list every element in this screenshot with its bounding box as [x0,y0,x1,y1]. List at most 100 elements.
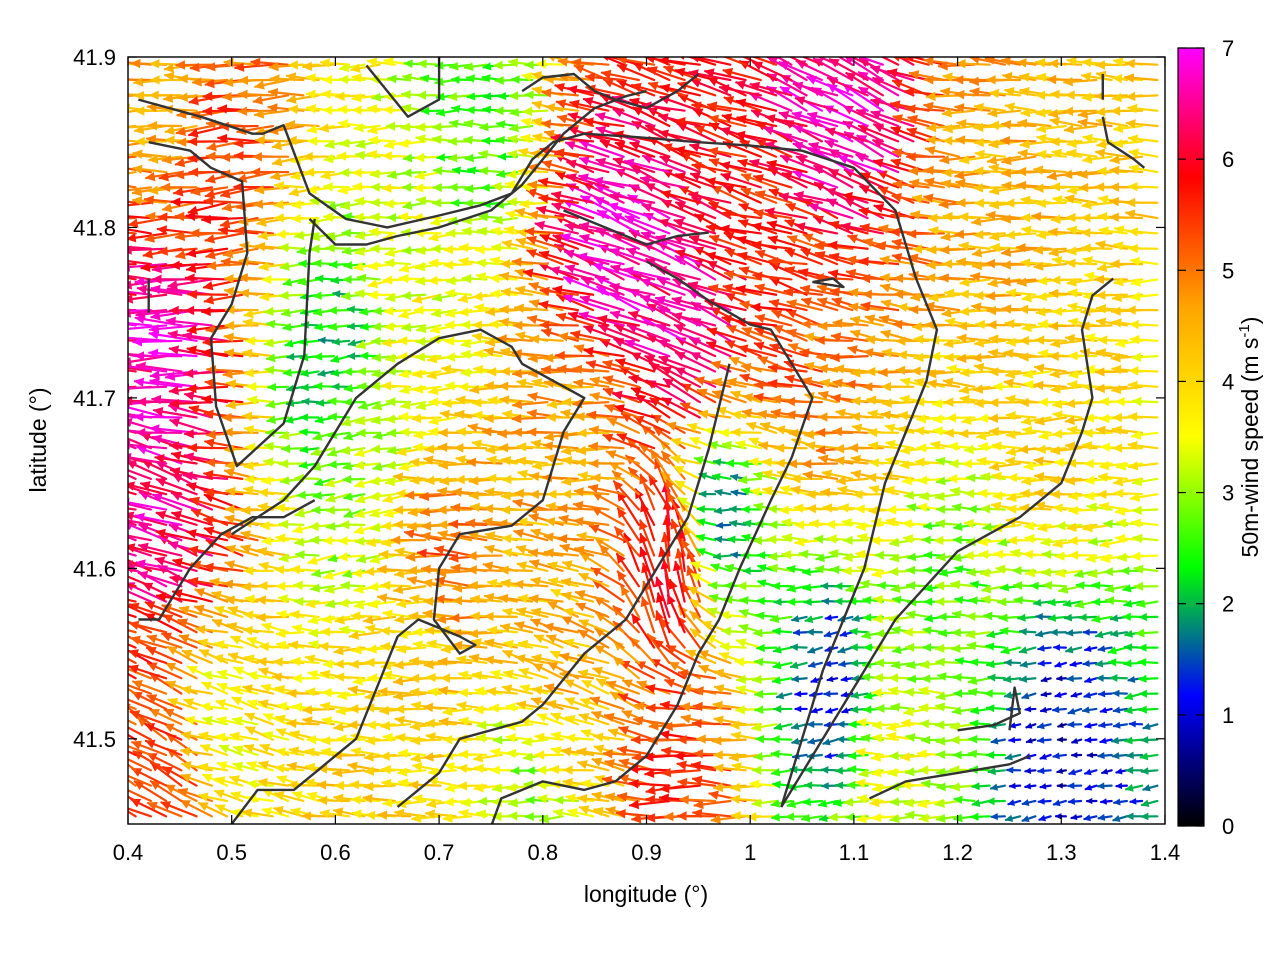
wind-arrow [483,655,518,665]
wind-arrow [806,628,823,636]
wind-arrow [321,716,351,726]
wind-arrow [986,630,1006,639]
wind-arrow [1019,660,1037,668]
y-tick-label: 41.6 [73,556,116,581]
wind-arrow [561,591,595,603]
wind-arrow [1054,661,1067,668]
wind-arrow [754,705,778,715]
wind-arrow [262,730,290,741]
wind-arrow [579,697,610,711]
wind-arrow [676,811,717,821]
wind-arrow [128,643,137,649]
wind-arrow [1139,752,1159,761]
wind-arrow [390,535,427,545]
wind-arrow [246,779,274,789]
wind-arrow [410,735,442,746]
wind-arrow [530,697,564,711]
wind-arrow [1083,814,1098,822]
wind-arrow [427,767,457,777]
wind-arrow [958,212,991,222]
x-tick-label: 0.7 [424,840,455,865]
wind-arrow [1071,737,1083,744]
wind-arrow [1052,799,1067,807]
wind-arrow [543,622,579,634]
wind-arrow [252,94,290,105]
y-tick-label: 41.7 [73,386,116,411]
wind-arrow [336,734,366,744]
wind-arrow [924,301,961,312]
wind-arrow [132,680,168,695]
wind-arrow [896,57,915,66]
wind-arrow [275,728,305,741]
wind-arrow [412,640,442,650]
wind-arrow [874,658,900,668]
wind-arrow [291,702,320,712]
wind-arrow [751,722,778,732]
wind-arrow [198,762,229,773]
wind-arrow [128,140,152,147]
wind-arrow [925,91,961,102]
wind-arrow [128,93,152,97]
wind-arrow [243,744,274,757]
wind-arrow [1057,722,1067,728]
wind-arrow [471,638,503,649]
wind-arrow [991,441,1022,451]
wind-arrow [338,625,366,635]
wind-arrow [380,580,412,591]
wind-arrow [261,274,290,285]
wind-arrow [258,487,290,498]
wind-arrow [511,413,549,424]
wind-arrow [394,614,427,624]
wind-arrow [254,135,290,146]
wind-arrow [564,714,595,726]
wind-arrow [1097,690,1113,698]
wind-arrow [820,766,839,774]
wind-arrow [128,293,168,304]
wind-arrow [685,649,717,665]
wind-arrow [772,645,793,654]
wind-arrow [693,799,732,810]
wind-arrow [661,767,701,778]
wind-arrow [773,722,793,731]
wind-arrow [128,778,137,787]
wind-arrow [128,719,137,726]
colorbar-tick-label: 6 [1222,147,1234,172]
wind-arrow [128,807,152,818]
wind-arrow [187,289,229,300]
wind-arrow [1131,352,1159,362]
wind-arrow [204,378,244,388]
wind-arrow [146,634,183,649]
y-axis-title: latitude (°) [25,387,51,492]
wind-arrow [1018,646,1037,654]
wind-arrow [393,660,427,670]
wind-arrow [823,630,839,638]
wind-arrow [1018,627,1037,636]
y-tick-label: 41.9 [73,45,116,70]
wind-arrow [229,731,259,741]
wind-arrow [1124,736,1144,745]
wind-arrow [128,649,168,665]
wind-arrow [128,704,137,711]
wind-arrow [996,597,1022,607]
wind-arrow [146,801,183,818]
wind-arrow [1111,689,1128,697]
wind-arrow [753,689,778,699]
wind-arrow [692,701,732,712]
wind-arrow [1052,410,1083,420]
wind-arrow [149,780,183,803]
wind-arrow [1111,752,1128,760]
wind-arrow [605,680,640,695]
wind-arrow [1000,646,1022,655]
wind-arrow [1113,123,1144,134]
colorbar-tick-label: 0 [1222,814,1234,839]
wind-arrow [903,627,930,637]
wind-arrow [1099,798,1113,805]
wind-arrow [256,546,290,557]
wind-arrow [1130,518,1159,528]
wind-arrow [565,733,595,743]
wind-arrow [803,597,823,606]
wind-arrow [920,779,945,789]
wind-arrow [822,738,839,746]
wind-arrow [128,672,137,680]
wind-arrow [1051,706,1067,714]
